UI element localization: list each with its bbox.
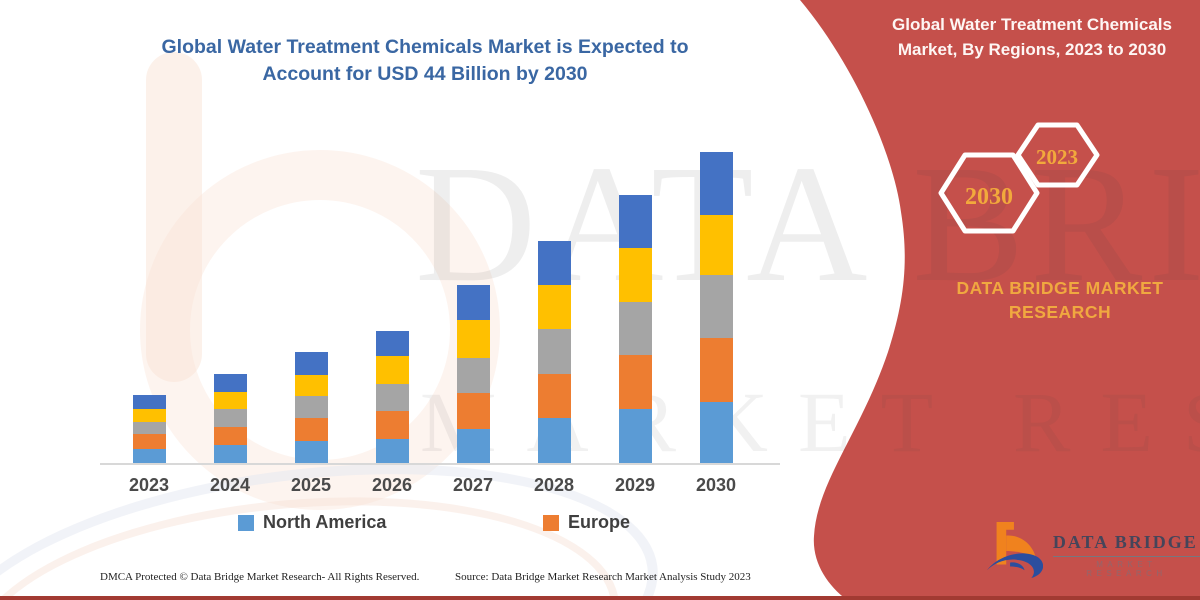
bar-segment-europe [618, 355, 652, 410]
bar-segment-unlabeled-gray [699, 275, 733, 339]
legend-swatch-icon [238, 514, 254, 531]
year-hexagons: 2030 2023 [938, 122, 1100, 234]
bar-segment-unlabeled-gray [618, 301, 652, 356]
x-axis-label-2027: 2027 [452, 475, 494, 495]
ribbon-title: Global Water Treatment Chemicals Market,… [858, 12, 1200, 62]
x-axis-label-2025: 2025 [290, 475, 332, 495]
bar-segment-unlabeled-darkblue [213, 373, 247, 392]
bar-segment-europe [213, 426, 247, 446]
bar-segment-europe [294, 418, 328, 442]
bar-chart: 2023 2024 2025 2026 2027 2028 2029 2030 [100, 138, 780, 495]
bar-segment-north-america [699, 402, 733, 463]
bar-segment-unlabeled-gray [537, 329, 571, 374]
x-axis-label-2026: 2026 [371, 475, 413, 495]
bar-segment-unlabeled-gray [375, 383, 409, 411]
bar-segment-unlabeled-yellow [699, 215, 733, 276]
bar-segment-unlabeled-darkblue [699, 152, 733, 216]
bar-2028 [537, 240, 571, 463]
x-axis-label-2028: 2028 [533, 475, 575, 495]
bar-segment-north-america [213, 445, 247, 463]
logo-wordmark: DATA BRIDGE [1052, 532, 1200, 557]
bar-segment-unlabeled-yellow [294, 374, 328, 397]
bar-segment-unlabeled-yellow [375, 356, 409, 384]
hexagon-2023 [1015, 122, 1100, 188]
legend-swatch-icon [542, 514, 559, 531]
x-axis-label-2023: 2023 [128, 475, 170, 495]
bar-segment-north-america [294, 441, 328, 463]
bar-segment-unlabeled-darkblue [294, 351, 328, 375]
hexagon-2030 [938, 152, 1040, 234]
legend-item-north-america: North America [238, 512, 386, 533]
bar-segment-north-america [537, 418, 571, 463]
bar-2026 [375, 330, 409, 463]
ribbon-title-line2: Market, By Regions, 2023 to 2030 [897, 40, 1167, 59]
bar-segment-unlabeled-gray [132, 421, 166, 434]
logo-text: DATA BRIDGE MARKET RESEARCH [1052, 532, 1200, 578]
bar-segment-europe [375, 410, 409, 439]
legend-label: Europe [567, 512, 630, 532]
page-title: Global Water Treatment Chemicals Market … [115, 34, 735, 88]
hexagon-year-2030: 2030 [965, 184, 1013, 210]
source-note: Source: Data Bridge Market Research Mark… [455, 571, 751, 583]
bar-segment-europe [132, 433, 166, 449]
logo-subtext: MARKET RESEARCH [1086, 560, 1167, 578]
bar-2025 [294, 351, 328, 463]
bottom-red-strip [0, 596, 1200, 600]
company-logo: DATA BRIDGE MARKET RESEARCH [985, 520, 1200, 582]
bar-segment-unlabeled-yellow [537, 284, 571, 330]
ribbon-title-line1: Global Water Treatment Chemicals [892, 15, 1172, 34]
bar-2027 [456, 285, 490, 463]
bar-segment-unlabeled-gray [213, 409, 247, 427]
x-axis-label-2029: 2029 [614, 475, 656, 495]
bar-2030 [699, 152, 733, 463]
bar-segment-unlabeled-yellow [213, 391, 247, 410]
bar-segment-unlabeled-darkblue [456, 285, 490, 321]
bar-segment-unlabeled-darkblue [375, 330, 409, 357]
legend-label: North America [263, 512, 387, 532]
bar-segment-unlabeled-yellow [456, 320, 490, 358]
bar-2023 [132, 395, 166, 463]
bar-segment-europe [699, 338, 733, 403]
bar-segment-europe [456, 392, 490, 430]
bar-segment-europe [537, 373, 571, 419]
bar-segment-unlabeled-darkblue [618, 194, 652, 248]
x-axis-label-2024: 2024 [209, 475, 251, 495]
bar-segment-unlabeled-darkblue [132, 395, 166, 409]
dmca-notice: DMCA Protected © Data Bridge Market Rese… [100, 571, 420, 583]
chart-legend: North America Europe [238, 512, 630, 533]
bar-2024 [213, 373, 247, 463]
brand-text-line2: RESEARCH [1008, 302, 1112, 322]
hexagon-year-2023: 2023 [1036, 145, 1078, 169]
page-title-line1: Global Water Treatment Chemicals Market … [161, 36, 689, 58]
bar-segment-unlabeled-gray [294, 396, 328, 419]
bar-segment-north-america [132, 448, 166, 463]
page-title-line2: Account for USD 44 Billion by 2030 [262, 63, 588, 85]
legend-item-europe: Europe [542, 512, 630, 533]
bar-segment-north-america [456, 429, 490, 463]
brand-text-line1: DATA BRIDGE MARKET [956, 278, 1164, 298]
data-bridge-logo-icon [986, 522, 1043, 579]
bar-segment-north-america [375, 438, 409, 463]
bar-segment-unlabeled-yellow [618, 247, 652, 302]
brand-text: DATA BRIDGE MARKET RESEARCH [930, 276, 1190, 324]
bar-segment-unlabeled-darkblue [537, 240, 571, 285]
bar-2029 [618, 194, 652, 463]
x-axis-label-2030: 2030 [695, 475, 737, 495]
bar-segment-unlabeled-gray [456, 357, 490, 393]
bar-segment-unlabeled-yellow [132, 408, 166, 422]
bar-segment-north-america [618, 409, 652, 463]
